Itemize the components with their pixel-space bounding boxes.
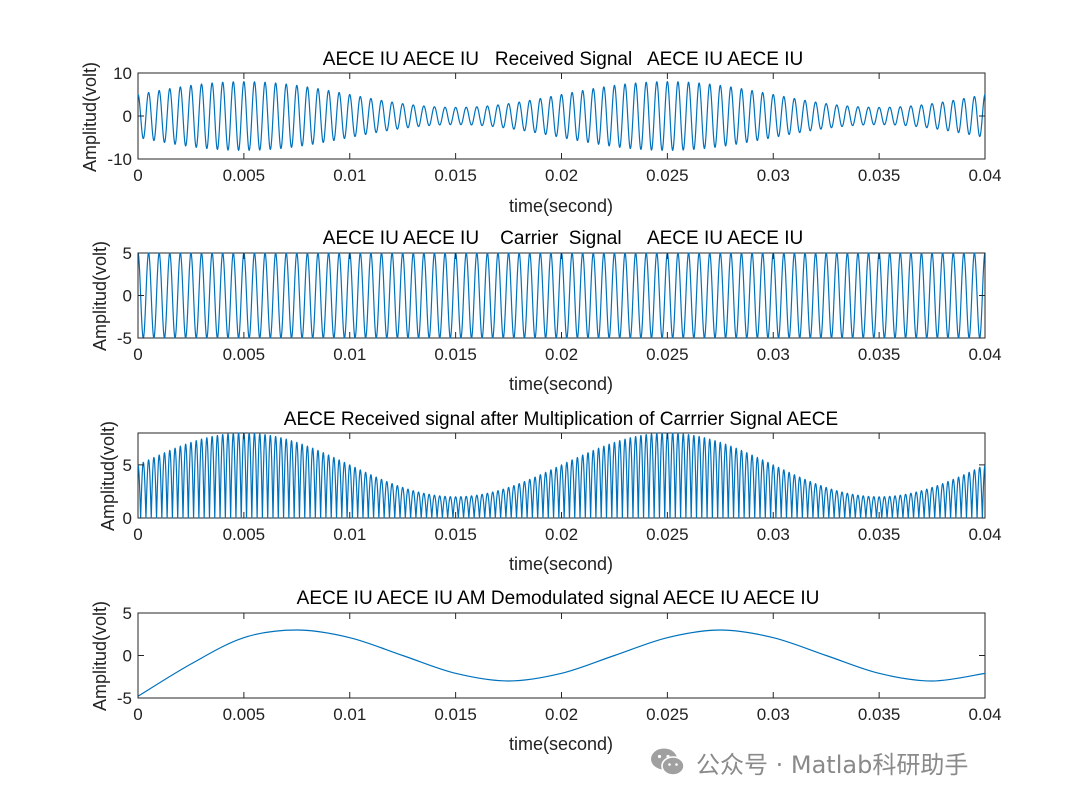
y-tick-label: 5 (123, 604, 132, 623)
x-tick-label: 0 (133, 705, 142, 724)
y-axis-label: Amplitud(volt) (90, 601, 110, 711)
x-tick-label: 0.015 (434, 705, 477, 724)
x-tick-label: 0.04 (968, 345, 1001, 364)
x-tick-label: 0.005 (223, 345, 266, 364)
carrier-signal-plot: AECE IU AECE IU Carrier Signal AECE IU A… (90, 228, 1002, 394)
y-axis-label: Amplitud(volt) (90, 241, 110, 351)
x-tick-label: 0.03 (757, 705, 790, 724)
x-tick-label: 0.04 (968, 525, 1001, 544)
y-tick-label: -5 (117, 689, 132, 708)
x-tick-label: 0.03 (757, 345, 790, 364)
x-axis-label: time(second) (509, 374, 613, 394)
wechat-icon (651, 748, 685, 776)
x-tick-label: 0.005 (223, 166, 266, 185)
watermark-text: 公众号 · Matlab科研助手 (696, 750, 969, 779)
series-line-demodulated-signal (137, 629, 986, 697)
x-axis-label: time(second) (509, 734, 613, 754)
x-tick-label: 0.01 (333, 166, 366, 185)
x-axis-label: time(second) (509, 196, 613, 216)
plot-title: AECE Received signal after Multiplicatio… (284, 409, 838, 430)
x-tick-label: 0.035 (858, 705, 901, 724)
x-axis-label: time(second) (509, 554, 613, 574)
plot-title: AECE IU AECE IU Carrier Signal AECE IU A… (323, 228, 803, 249)
plot-title: AECE IU AECE IU Received Signal AECE IU … (323, 49, 803, 70)
x-tick-label: 0.025 (646, 345, 689, 364)
x-tick-label: 0.015 (434, 166, 477, 185)
y-axis-label: Amplitud(volt) (98, 421, 118, 531)
y-tick-label: -5 (117, 329, 132, 348)
x-tick-label: 0.01 (333, 345, 366, 364)
y-tick-label: 0 (123, 509, 132, 528)
y-axis-label: Amplitud(volt) (80, 62, 100, 172)
x-tick-label: 0 (133, 525, 142, 544)
x-tick-label: 0.02 (545, 345, 578, 364)
series-line-carrier-signal (137, 252, 986, 339)
axes-box (137, 612, 986, 699)
y-tick-label: -10 (107, 150, 132, 169)
x-tick-label: 0.035 (858, 166, 901, 185)
y-tick-label: 0 (123, 287, 132, 306)
watermark: 公众号 · Matlab科研助手 (650, 744, 968, 780)
series-line-multiplied-signal (137, 432, 986, 519)
x-tick-label: 0.03 (757, 166, 790, 185)
x-tick-label: 0.035 (858, 345, 901, 364)
axes-box (137, 72, 986, 160)
plot-title: AECE IU AECE IU AM Demodulated signal AE… (297, 588, 820, 609)
x-tick-label: 0.035 (858, 525, 901, 544)
x-tick-label: 0.015 (434, 345, 477, 364)
x-tick-label: 0.03 (757, 525, 790, 544)
y-tick-label: 5 (123, 244, 132, 263)
x-tick-label: 0.025 (646, 166, 689, 185)
y-tick-label: 10 (113, 64, 132, 83)
x-tick-label: 0.025 (646, 525, 689, 544)
series-line-received-signal (137, 81, 986, 151)
y-tick-label: 0 (123, 107, 132, 126)
x-tick-label: 0.01 (333, 525, 366, 544)
x-tick-label: 0.015 (434, 525, 477, 544)
x-tick-label: 0 (133, 166, 142, 185)
x-tick-label: 0.02 (545, 166, 578, 185)
multiplied-signal-plot: AECE Received signal after Multiplicatio… (98, 409, 1002, 574)
axes-box (137, 432, 986, 519)
axes-box (137, 252, 986, 339)
x-tick-label: 0 (133, 345, 142, 364)
y-tick-label: 0 (123, 647, 132, 666)
demodulated-signal-plot: AECE IU AECE IU AM Demodulated signal AE… (90, 588, 1002, 754)
x-tick-label: 0.005 (223, 525, 266, 544)
x-tick-label: 0.02 (545, 525, 578, 544)
x-tick-label: 0.02 (545, 705, 578, 724)
received-signal-plot: AECE IU AECE IU Received Signal AECE IU … (80, 49, 1002, 216)
y-tick-label: 5 (123, 456, 132, 475)
x-tick-label: 0.005 (223, 705, 266, 724)
x-tick-label: 0.04 (968, 166, 1001, 185)
x-tick-label: 0.04 (968, 705, 1001, 724)
x-tick-label: 0.01 (333, 705, 366, 724)
x-tick-label: 0.025 (646, 705, 689, 724)
